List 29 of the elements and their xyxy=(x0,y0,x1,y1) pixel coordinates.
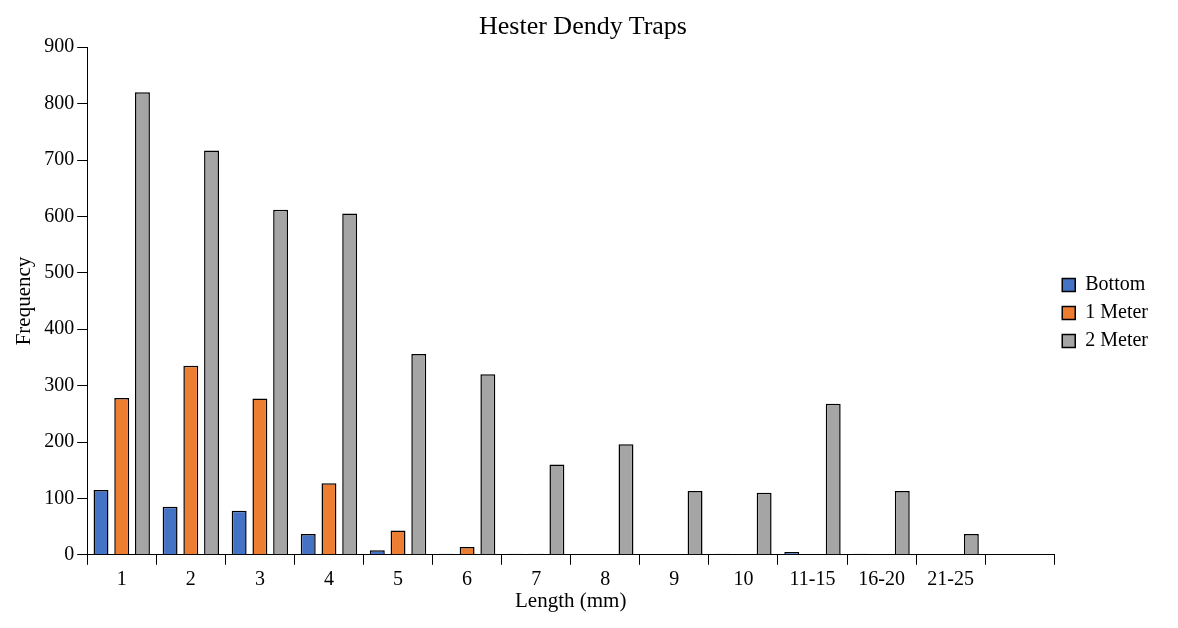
y-tick-label: 200 xyxy=(44,429,75,452)
legend-label: Bottom xyxy=(1085,272,1146,295)
x-tick-label: 6 xyxy=(462,567,473,590)
y-tick-label: 500 xyxy=(44,260,75,283)
x-tick-label: 9 xyxy=(669,567,680,590)
x-tick-label: 3 xyxy=(254,567,265,590)
x-tick-label: 1 xyxy=(116,567,127,590)
x-tick-label: 2 xyxy=(185,567,196,590)
y-tick-label: 900 xyxy=(44,34,75,57)
x-tick-label: 11-15 xyxy=(789,567,836,590)
legend-label: 2 Meter xyxy=(1085,328,1149,351)
y-axis-title: Frequency xyxy=(11,256,36,346)
legend-label: 1 Meter xyxy=(1085,300,1149,323)
y-tick-label: 800 xyxy=(44,90,75,113)
x-tick-label: 8 xyxy=(600,567,611,590)
x-tick-label: 21-25 xyxy=(927,567,974,590)
x-tick-label: 5 xyxy=(393,567,404,590)
x-tick-label: 16-20 xyxy=(858,567,905,590)
y-tick-label: 400 xyxy=(44,316,75,339)
y-tick-label: 100 xyxy=(44,485,75,508)
x-tick-label: 4 xyxy=(323,567,334,590)
y-tick-label: 300 xyxy=(44,372,75,395)
x-axis-title: Length (mm) xyxy=(515,587,627,612)
y-tick-label: 700 xyxy=(44,147,75,170)
x-tick-label: 10 xyxy=(733,567,754,590)
x-tick-label: 7 xyxy=(531,567,542,590)
chart-title: Hester Dendy Traps xyxy=(479,11,687,41)
y-tick-label: 0 xyxy=(64,542,75,565)
y-tick-label: 600 xyxy=(44,203,75,226)
